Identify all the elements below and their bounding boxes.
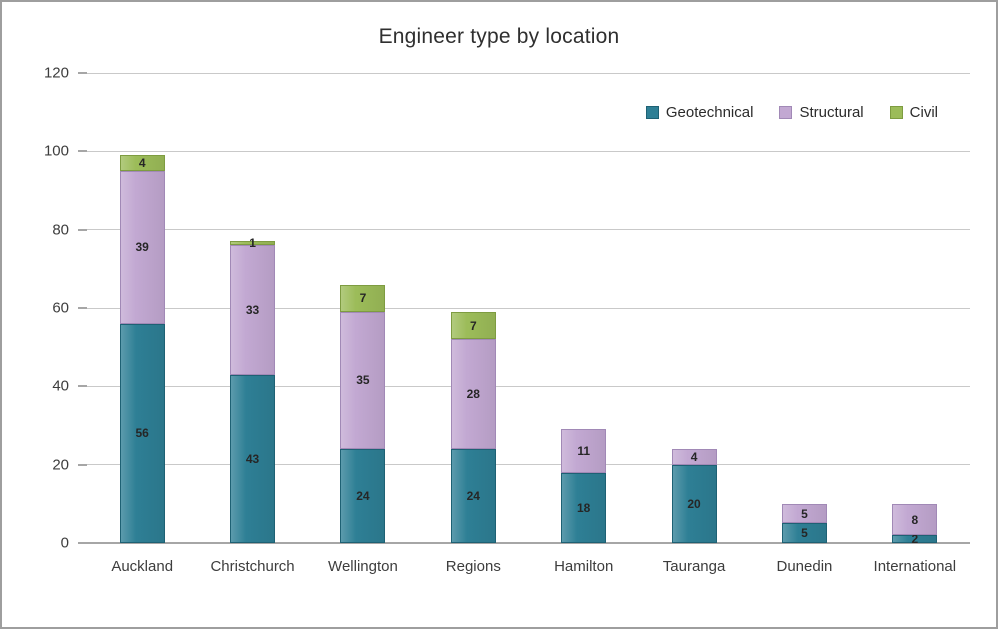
x-axis-label-christchurch: Christchurch bbox=[210, 558, 295, 575]
segment-geotechnical-auckland: 56 bbox=[119, 323, 165, 543]
bar-stack-tauranga: 20 4 bbox=[671, 449, 717, 543]
segment-geotechnical-wellington: 24 bbox=[340, 449, 386, 543]
y-axis-tick bbox=[78, 72, 87, 74]
data-label: 4 bbox=[690, 449, 698, 464]
x-axis-label-international: International bbox=[873, 558, 957, 575]
data-label: 4 bbox=[138, 156, 146, 171]
y-axis-label-0: 0 bbox=[60, 534, 69, 552]
bar-stack-christchurch: 43 33 1 bbox=[230, 237, 276, 543]
legend-swatch-icon bbox=[645, 106, 659, 119]
segment-geotechnical-tauranga: 20 bbox=[671, 464, 717, 543]
data-label: 18 bbox=[577, 500, 591, 515]
y-axis-tick bbox=[78, 228, 87, 231]
data-label: 28 bbox=[466, 387, 480, 402]
y-axis-label-120: 120 bbox=[43, 64, 69, 82]
data-label: 11 bbox=[577, 443, 591, 458]
bar-stack-regions: 24 28 7 bbox=[450, 311, 496, 543]
segment-civil-wellington: 7 bbox=[340, 284, 386, 312]
chart-title: Engineer type by location bbox=[378, 25, 620, 48]
x-axis-line bbox=[87, 542, 970, 544]
legend-item-geotechnical: Geotechnical bbox=[645, 104, 754, 121]
y-axis-label-100: 100 bbox=[43, 142, 69, 160]
x-axis-label-wellington: Wellington bbox=[328, 558, 398, 575]
segment-structural-christchurch: 33 bbox=[230, 245, 276, 375]
data-label: 24 bbox=[356, 489, 370, 503]
segment-geotechnical-christchurch: 43 bbox=[230, 374, 276, 543]
legend-swatch-icon bbox=[779, 106, 793, 119]
segment-geotechnical-international: 2 bbox=[892, 533, 938, 545]
segment-civil-auckland: 4 bbox=[119, 155, 165, 171]
data-label: 35 bbox=[356, 373, 370, 388]
y-axis-label-20: 20 bbox=[52, 456, 69, 474]
gridline-y80 bbox=[87, 229, 970, 231]
gridline-y20 bbox=[87, 464, 970, 466]
data-label: 20 bbox=[687, 496, 701, 511]
x-axis-label-auckland: Auckland bbox=[111, 558, 174, 575]
segment-structural-hamilton: 11 bbox=[561, 429, 607, 473]
legend: Geotechnical Structural Civil bbox=[645, 104, 938, 121]
legend-label: Structural bbox=[799, 104, 864, 121]
data-label: 24 bbox=[466, 489, 480, 503]
legend-item-civil: Civil bbox=[889, 104, 938, 121]
segment-geotechnical-hamilton: 18 bbox=[561, 472, 607, 543]
data-label: 33 bbox=[245, 302, 260, 317]
legend-swatch-icon bbox=[889, 106, 903, 119]
segment-civil-regions: 7 bbox=[450, 311, 496, 340]
y-axis-label-60: 60 bbox=[52, 299, 69, 317]
data-label: 5 bbox=[801, 526, 808, 541]
data-label: 8 bbox=[911, 512, 919, 527]
gridline-y100 bbox=[87, 150, 970, 152]
segment-civil-christchurch: 1 bbox=[230, 237, 276, 249]
x-axis-label-hamilton: Hamilton bbox=[554, 558, 614, 575]
gridline-y60 bbox=[87, 307, 970, 309]
segment-geotechnical-dunedin: 5 bbox=[781, 523, 827, 543]
data-label: 39 bbox=[135, 240, 149, 255]
legend-label: Geotechnical bbox=[665, 104, 754, 121]
bar-stack-auckland: 56 39 4 bbox=[119, 155, 165, 543]
x-axis-label-dunedin: Dunedin bbox=[776, 558, 833, 575]
x-axis-label-tauranga: Tauranga bbox=[662, 558, 726, 575]
y-axis-tick bbox=[78, 542, 87, 544]
segment-structural-regions: 28 bbox=[450, 339, 496, 449]
segment-geotechnical-regions: 24 bbox=[450, 449, 496, 543]
gridline-y120 bbox=[87, 72, 970, 74]
y-axis-label-80: 80 bbox=[52, 221, 69, 239]
y-axis-tick bbox=[78, 385, 87, 388]
data-label: 56 bbox=[135, 426, 149, 441]
segment-structural-auckland: 39 bbox=[119, 170, 165, 324]
bar-stack-hamilton: 18 11 bbox=[561, 429, 607, 543]
bar-stack-wellington: 24 35 7 bbox=[340, 284, 386, 543]
y-axis-tick bbox=[78, 307, 87, 309]
data-label: 5 bbox=[801, 506, 808, 521]
y-axis-tick bbox=[78, 150, 87, 153]
data-label: 7 bbox=[359, 291, 367, 306]
legend-item-structural: Structural bbox=[779, 104, 864, 121]
data-label: 43 bbox=[245, 451, 260, 466]
y-axis-tick bbox=[78, 463, 87, 466]
segment-structural-dunedin: 5 bbox=[781, 503, 827, 524]
segment-structural-tauranga: 4 bbox=[671, 449, 717, 465]
segment-structural-wellington: 35 bbox=[340, 311, 386, 449]
legend-label: Civil bbox=[909, 104, 938, 121]
plot-area: 0 20 40 60 80 100 120 56 39 4 43 33 1 24 35 7 24 28 7 18 11 2… bbox=[44, 65, 970, 552]
gridline-y40 bbox=[87, 385, 970, 387]
data-label: 7 bbox=[469, 318, 477, 333]
y-axis-label-40: 40 bbox=[52, 377, 69, 395]
x-axis-label-regions: Regions bbox=[445, 558, 501, 575]
segment-structural-international: 8 bbox=[892, 503, 938, 536]
